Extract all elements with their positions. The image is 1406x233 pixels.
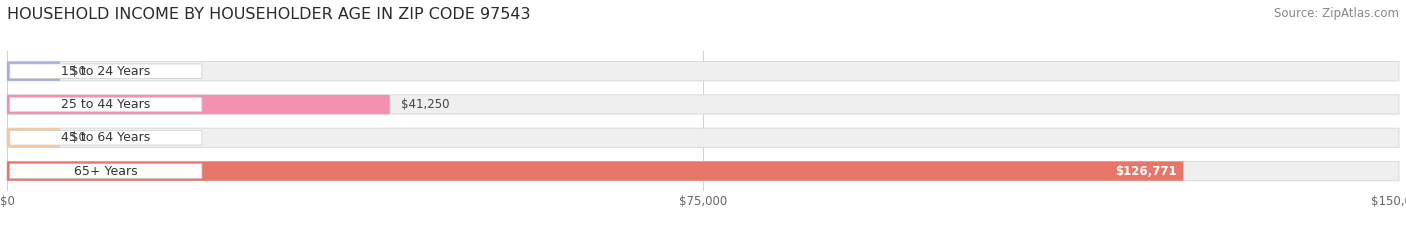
FancyBboxPatch shape [7,95,1399,114]
FancyBboxPatch shape [7,95,389,114]
Text: 45 to 64 Years: 45 to 64 Years [62,131,150,144]
Text: $0: $0 [72,65,86,78]
Text: 15 to 24 Years: 15 to 24 Years [62,65,150,78]
FancyBboxPatch shape [10,64,202,79]
FancyBboxPatch shape [7,128,1399,147]
FancyBboxPatch shape [10,97,202,112]
FancyBboxPatch shape [10,130,202,145]
FancyBboxPatch shape [7,62,60,81]
FancyBboxPatch shape [10,164,202,178]
FancyBboxPatch shape [7,62,1399,81]
FancyBboxPatch shape [7,161,1399,181]
FancyBboxPatch shape [7,161,1184,181]
Text: 65+ Years: 65+ Years [75,164,138,178]
Text: 25 to 44 Years: 25 to 44 Years [62,98,150,111]
Text: Source: ZipAtlas.com: Source: ZipAtlas.com [1274,7,1399,20]
Text: $126,771: $126,771 [1115,164,1177,178]
Text: $0: $0 [72,131,86,144]
Text: HOUSEHOLD INCOME BY HOUSEHOLDER AGE IN ZIP CODE 97543: HOUSEHOLD INCOME BY HOUSEHOLDER AGE IN Z… [7,7,530,22]
Text: $41,250: $41,250 [401,98,450,111]
FancyBboxPatch shape [7,128,60,147]
